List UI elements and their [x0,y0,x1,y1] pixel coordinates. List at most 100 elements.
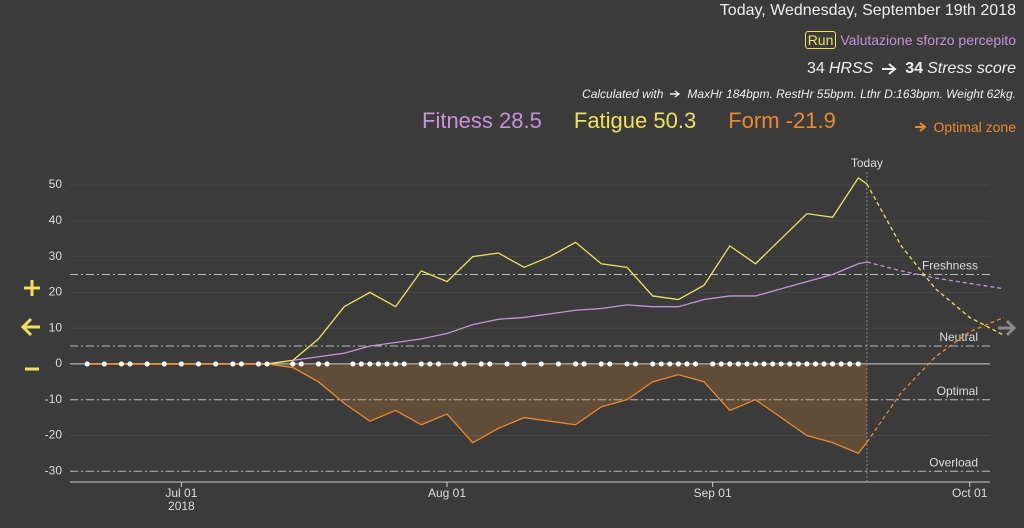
optimal-zone-link[interactable]: Optimal zone [933,119,1016,135]
arrow-icon [914,122,927,132]
activity-dot [144,361,150,367]
date: Today, Wednesday, September 19th 2018 [719,2,1016,19]
y-tick-label: -10 [45,392,63,406]
forward-icon[interactable] [996,318,1018,338]
reference-label: Neutral [939,330,978,344]
activity-dot [238,361,244,367]
reference-label: Overload [929,455,978,469]
activity-dot [290,361,296,367]
calc-label: Calculated with [582,87,664,101]
stress-label: Stress score [927,60,1016,77]
activity-name[interactable]: Valutazione sforzo percepito [840,32,1016,48]
legend-value: 28.5 [499,108,542,133]
legend-value: -21.9 [785,108,836,133]
x-tick-label: Aug 01 [428,486,466,500]
activity-dot [727,361,733,367]
reference-label: Optimal [937,384,978,398]
activity-dot [401,361,407,367]
activity-dot [521,361,527,367]
series-line [87,363,868,455]
stress-value: 34 [905,60,924,77]
activity-dot [572,361,579,367]
calc-params: MaxHr 184bpm. RestHr 55bpm. Lthr D:163bp… [687,87,1016,101]
legend-item[interactable]: Form -21.9 [728,108,836,134]
activity-dot [264,361,270,367]
activity-dot [161,361,167,367]
today-label: Today [851,156,883,170]
activity-dot [821,361,827,367]
activity-dot [804,361,810,367]
arrow-icon [670,90,681,98]
legend-name: Fatigue [573,108,648,133]
activity-dot [427,361,433,367]
activity-dot [298,361,304,367]
projection-line [866,183,1005,336]
activity-dot [178,361,184,367]
activity-dot [795,361,801,367]
activity-dot [718,361,724,367]
activity-dot [118,361,125,367]
activity-dot [581,361,587,367]
projection-line [866,316,1005,443]
activity-dot [487,361,493,367]
activity-dot [315,361,322,367]
series-line [87,176,868,365]
optimal-row[interactable]: Optimal zone [914,119,1016,135]
back-icon[interactable] [20,317,40,337]
activity-dot [478,361,484,367]
hrss-label: HRSS [828,60,874,77]
y-tick-label: -30 [45,463,63,477]
activity-dot [684,361,690,367]
y-tick-label: 20 [49,285,63,299]
activity-dot [598,361,604,367]
activity-dot [632,361,639,367]
hrss-value: 34 [807,60,825,77]
activity-dot [324,361,330,367]
activity-dot [667,361,673,367]
zoom-controls[interactable] [20,278,44,378]
activity-dot [461,361,467,367]
x-tick-label: Jul 01 [165,486,197,500]
sport-badge: Run [804,31,837,49]
y-tick-label: 40 [49,213,63,227]
activity-dot [255,361,262,367]
y-tick-label: -20 [45,428,63,442]
activity-dot [127,361,133,367]
legend-item[interactable]: Fitness 28.5 [422,108,542,134]
x-tick-label: Sep 01 [694,486,732,500]
activity-dot [538,361,544,367]
x-tick-sublabel: 2018 [168,499,195,513]
activity-dot [752,361,759,367]
legend-item[interactable]: Fatigue 50.3 [574,108,696,134]
activity-dot [375,361,382,367]
activity-dot [838,361,844,367]
activity-dot [855,361,861,367]
projection-line [866,261,1005,290]
activity-dot [452,361,459,367]
series-line [87,261,868,365]
activity-dot [761,361,767,367]
activity-dot [350,361,356,367]
y-tick-label: 30 [49,249,63,263]
activity-row: Run Valutazione sforzo percepito [804,31,1016,49]
activity-dot [744,361,750,367]
x-tick-label: Oct 01 [952,486,988,500]
activity-dot [770,361,776,367]
legend-value: 50.3 [653,108,697,133]
activity-dot [504,361,510,367]
activity-dot [384,361,390,367]
activity-dot [435,361,442,367]
reference-label: Freshness [922,259,978,273]
plus-icon[interactable] [24,280,40,296]
activity-dot [787,361,793,367]
score-row: 34 HRSS 34 Stress score [807,60,1016,78]
y-tick-label: 50 [49,177,63,191]
form-area [87,363,867,454]
activity-dot [555,361,562,367]
activity-dot [367,361,373,367]
y-tick-label: 10 [49,320,63,334]
activity-dot [778,361,784,367]
activity-dot [195,361,202,367]
